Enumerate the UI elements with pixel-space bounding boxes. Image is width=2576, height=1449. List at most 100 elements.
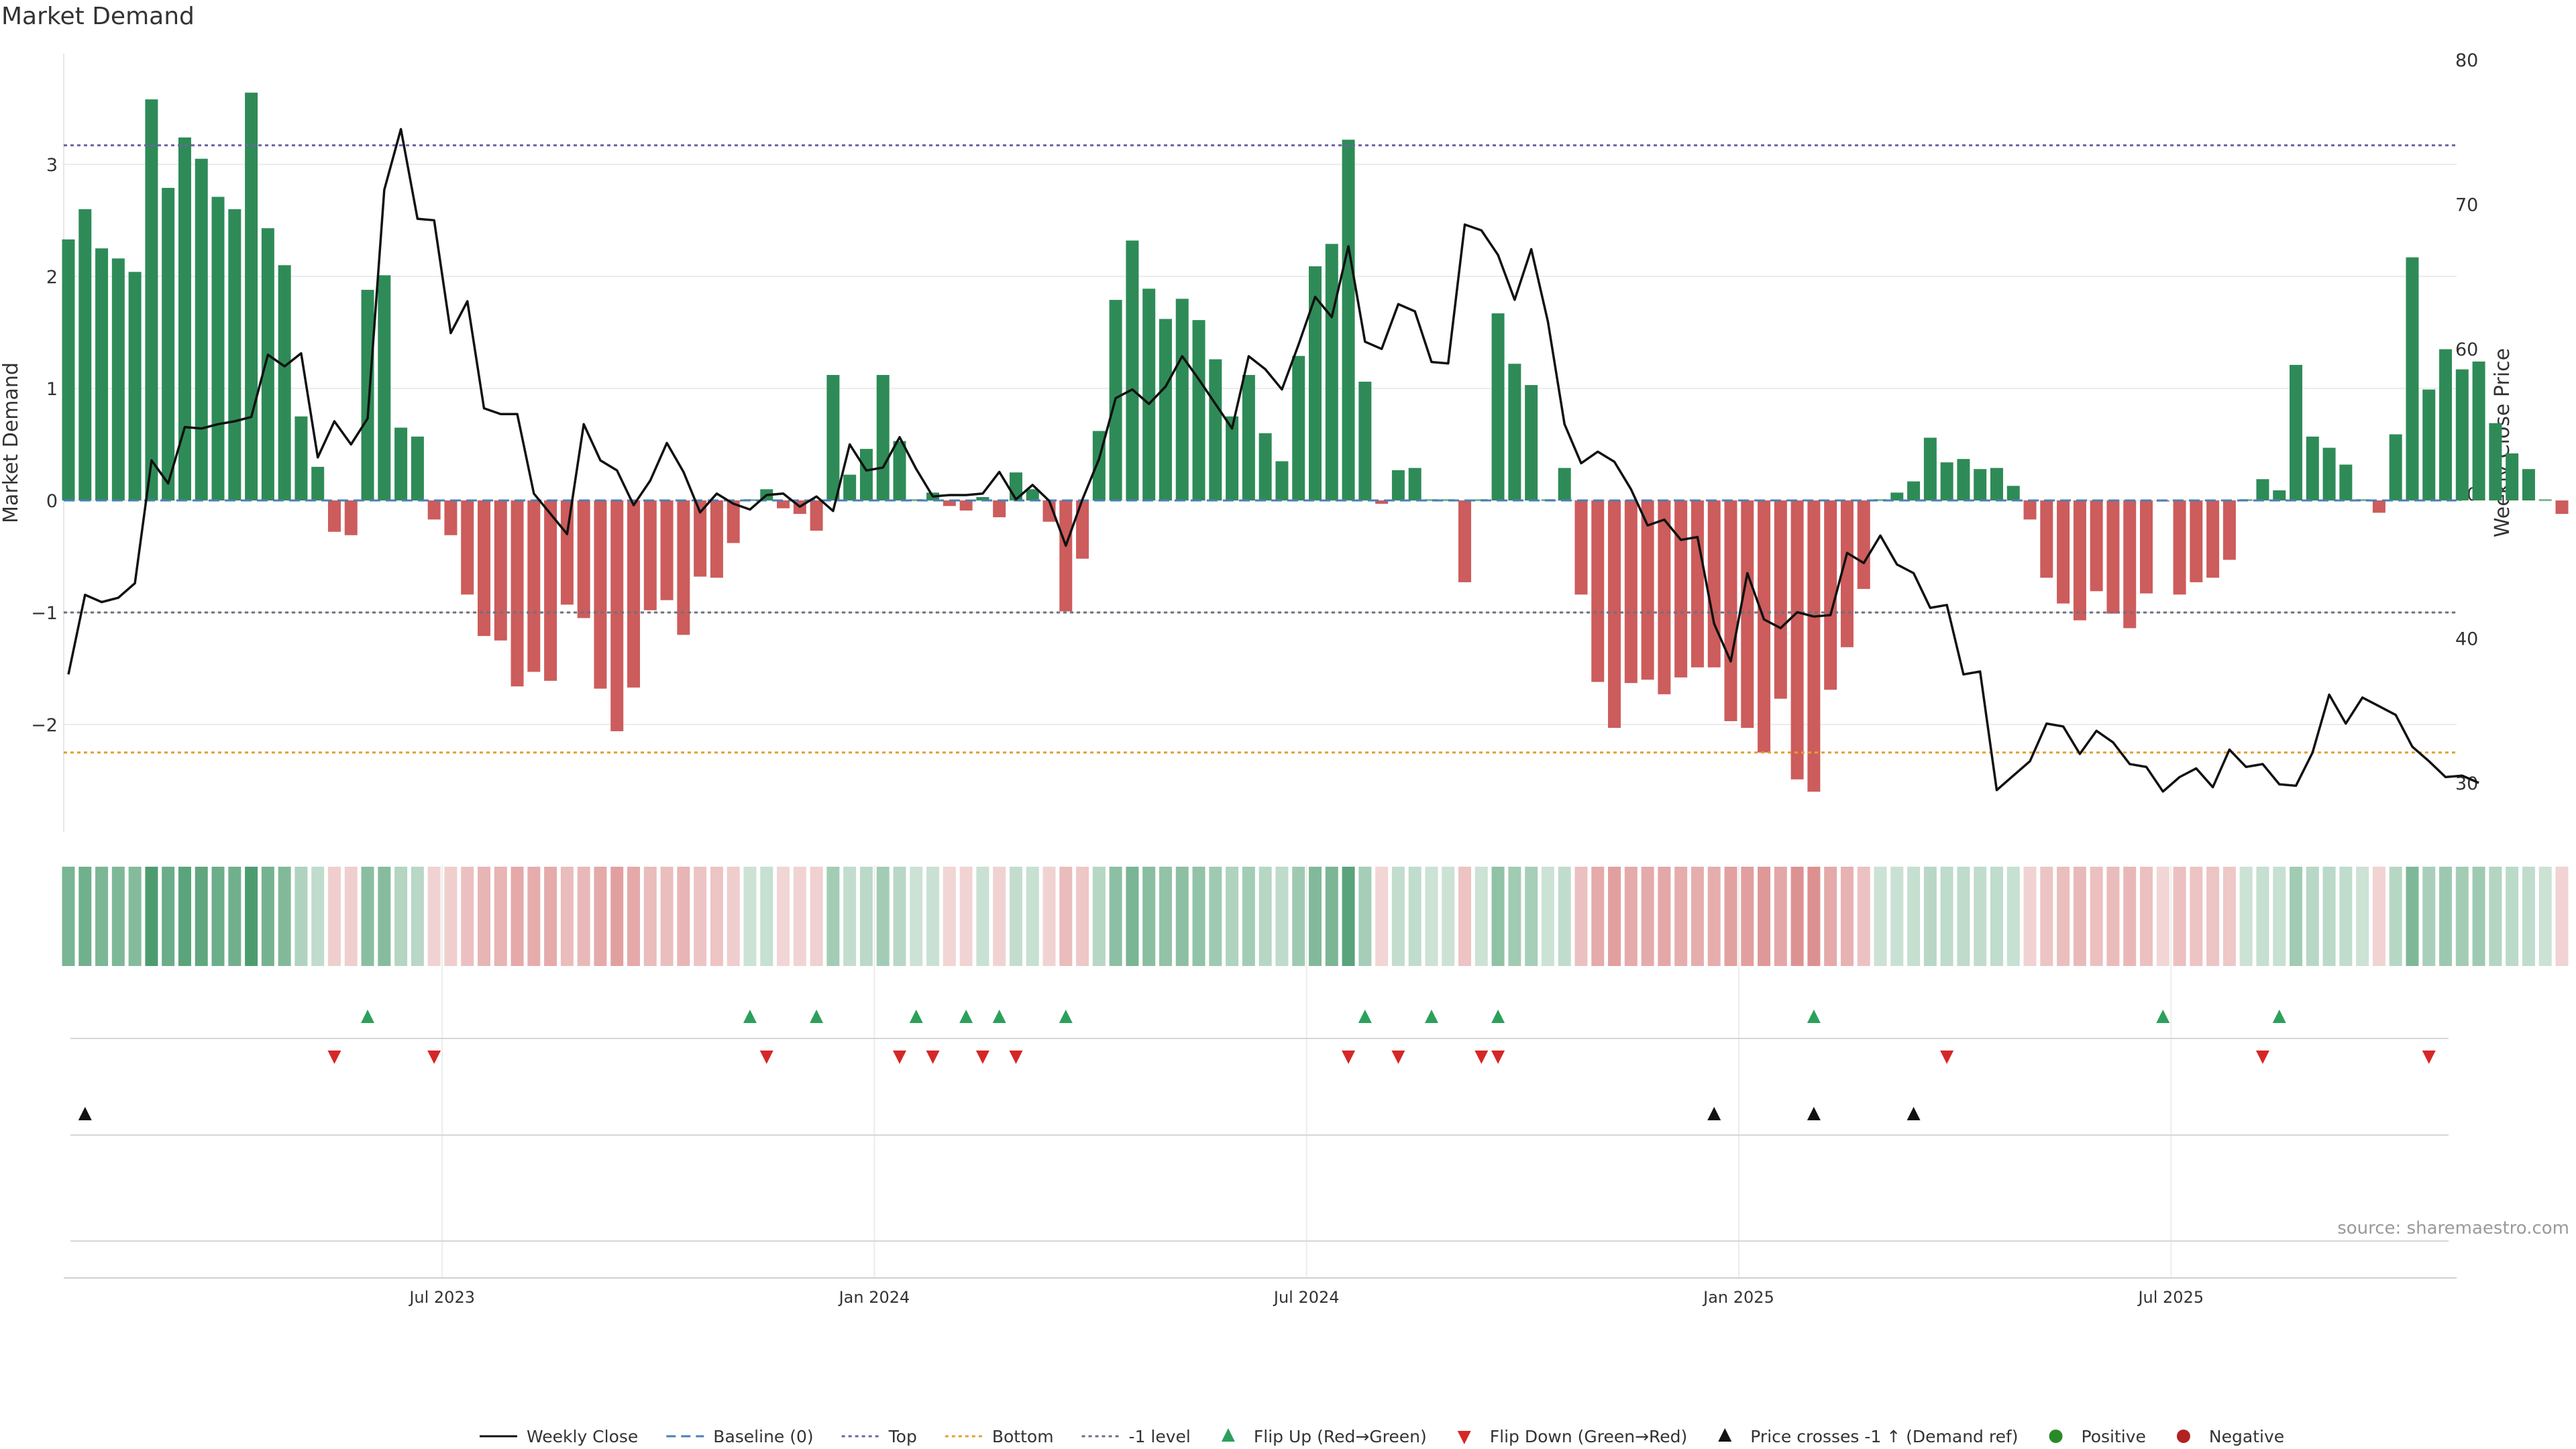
demand-bar-positive: [1275, 461, 1289, 500]
demand-bar-negative: [627, 500, 641, 688]
heat-cell: [311, 867, 325, 966]
heat-cell: [1408, 867, 1421, 966]
demand-bar-positive: [826, 374, 840, 500]
demand-bar-positive: [1525, 384, 1538, 500]
heat-cell: [1690, 867, 1704, 966]
price-cross-marker: [78, 1107, 92, 1120]
heat-cell: [2555, 867, 2569, 966]
heat-cell: [1175, 867, 1189, 966]
heat-cell: [511, 867, 524, 966]
heat-cell: [2156, 867, 2169, 966]
legend-swatch: [2049, 1430, 2063, 1443]
demand-bar-negative: [1591, 500, 1605, 682]
demand-bar-negative: [2222, 500, 2236, 560]
heat-cell: [1957, 867, 1970, 966]
heat-cell: [211, 867, 225, 966]
heat-cell: [727, 867, 740, 966]
source-note: source: sharemaestro.com: [2337, 1218, 2569, 1238]
flip-down-marker: [975, 1051, 989, 1064]
heat-cell: [1558, 867, 1571, 966]
heat-cell: [1342, 867, 1355, 966]
demand-bar-negative: [1824, 500, 1837, 690]
demand-bar-negative: [943, 500, 956, 506]
demand-bar-negative: [444, 500, 458, 535]
demand-bar-negative: [2040, 500, 2053, 578]
heat-cell: [1142, 867, 1156, 966]
heat-cell: [1790, 867, 1804, 966]
flip-down-marker: [1009, 1051, 1023, 1064]
demand-bar-negative: [2057, 500, 2070, 604]
heat-cell: [2057, 867, 2070, 966]
flip-down-marker: [327, 1051, 341, 1064]
demand-bar-negative: [1807, 500, 1821, 792]
demand-bar-negative: [643, 500, 657, 610]
legend-label: Flip Up (Red→Green): [1254, 1427, 1427, 1446]
heat-cell: [2090, 867, 2103, 966]
heat-cell: [1857, 867, 1870, 966]
demand-bar-positive: [2489, 423, 2502, 500]
demand-bar-positive: [411, 436, 424, 500]
heat-cell: [1974, 867, 1987, 966]
flip-down-marker: [926, 1051, 940, 1064]
heat-cell: [1923, 867, 1937, 966]
demand-bar-negative: [1741, 500, 1754, 729]
heat-cell: [261, 867, 274, 966]
demand-bar-negative: [993, 500, 1006, 518]
heat-cell: [1425, 867, 1438, 966]
demand-bar-positive: [2406, 257, 2419, 500]
heat-cell: [1491, 867, 1505, 966]
demand-bar-negative: [777, 500, 790, 508]
demand-bar-positive: [294, 416, 308, 500]
heat-cell: [2106, 867, 2120, 966]
heat-cell: [2489, 867, 2502, 966]
demand-bar-negative: [2372, 500, 2385, 513]
heat-cell: [843, 867, 857, 966]
heat-cell: [411, 867, 424, 966]
demand-bar-positive: [1940, 462, 1953, 500]
heat-cell: [361, 867, 374, 966]
heat-cell: [245, 867, 258, 966]
heat-cell: [1192, 867, 1205, 966]
demand-bar-positive: [378, 275, 391, 500]
y-tick-label: 0: [46, 491, 58, 512]
demand-bar-negative: [1574, 500, 1588, 595]
demand-bar-negative: [1674, 500, 1688, 678]
heat-cell: [1474, 867, 1488, 966]
demand-bar-positive: [876, 374, 890, 500]
y-tick-label: −2: [31, 715, 58, 736]
heat-cell: [1724, 867, 1737, 966]
heat-cell: [910, 867, 923, 966]
demand-bar-negative: [1790, 500, 1804, 780]
demand-bar-positive: [1558, 468, 1571, 500]
demand-bar-negative: [1641, 500, 1654, 680]
heat-cell: [527, 867, 541, 966]
heat-cell: [643, 867, 657, 966]
heat-cell: [1807, 867, 1821, 966]
flip-down-marker: [427, 1051, 441, 1064]
flip-down-marker: [759, 1051, 773, 1064]
heat-cell: [128, 867, 142, 966]
demand-bar-negative: [560, 500, 574, 605]
demand-bar-positive: [1142, 288, 1156, 500]
flip-up-marker: [1424, 1010, 1438, 1023]
legend-label: -1 level: [1129, 1427, 1191, 1446]
demand-bar-positive: [1508, 364, 1521, 500]
demand-bar-positive: [893, 441, 906, 500]
heat-cell: [2339, 867, 2353, 966]
heat-cell: [859, 867, 873, 966]
demand-bar-negative: [344, 500, 358, 535]
y-tick-label: −1: [31, 603, 58, 624]
heat-cell: [1940, 867, 1953, 966]
flip-up-marker: [992, 1010, 1006, 1023]
x-tick-label: Jan 2025: [1702, 1288, 1774, 1307]
legend-label: Weekly Close: [527, 1427, 638, 1446]
heat-cell: [228, 867, 241, 966]
demand-bar-negative: [461, 500, 474, 595]
flip-up-marker: [1059, 1010, 1073, 1023]
heat-cell: [378, 867, 391, 966]
heat-cell: [494, 867, 507, 966]
demand-bar-negative: [2140, 500, 2153, 594]
heat-cell: [743, 867, 757, 966]
heat-cell: [1890, 867, 1904, 966]
heat-cell: [1126, 867, 1139, 966]
